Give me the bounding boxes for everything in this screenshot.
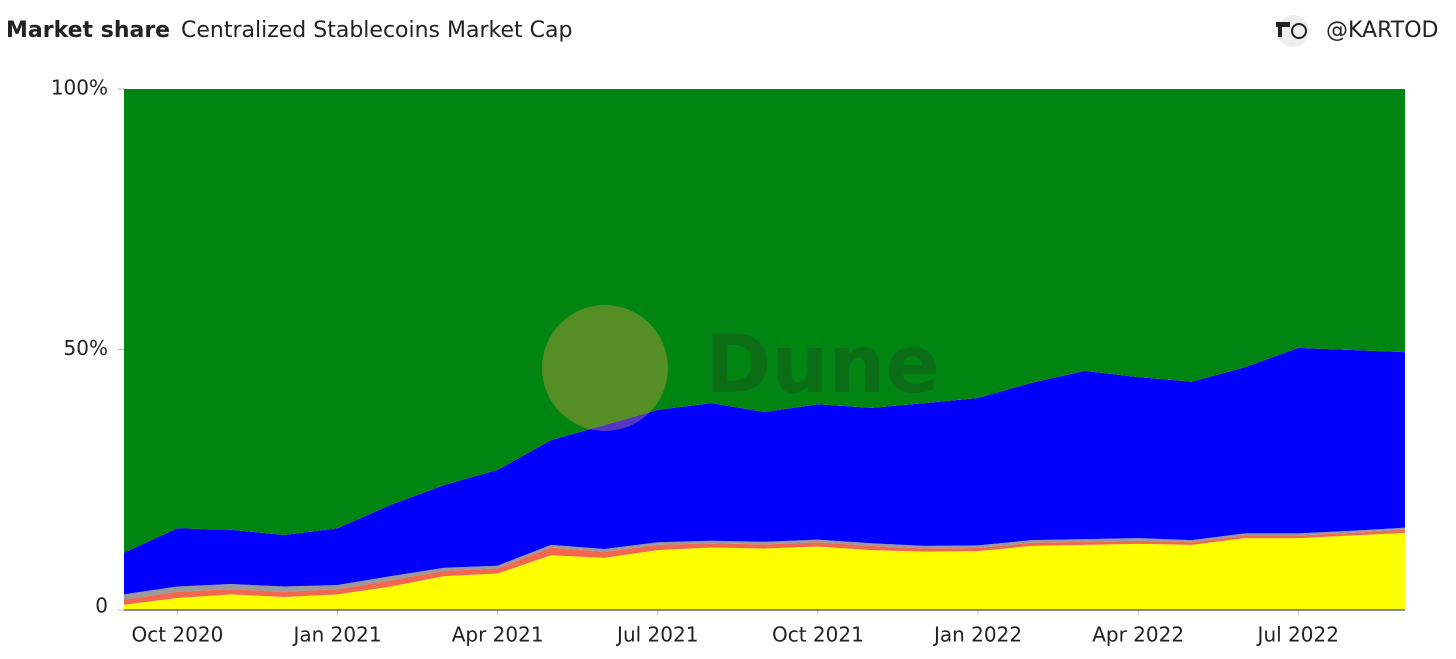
x-tick-label: Oct 2021 [772, 623, 864, 647]
area [124, 89, 1405, 553]
x-tick-label: Jul 2022 [1256, 623, 1339, 647]
avatar [1276, 15, 1309, 47]
area [124, 527, 1405, 600]
x-tick-label: Jan 2021 [291, 623, 381, 647]
title: Market share [6, 18, 170, 43]
author: @KARTOD [1326, 18, 1438, 43]
y-tick-label: 100% [51, 76, 108, 100]
subtitle: Centralized Stablecoins Market Cap [181, 18, 572, 43]
watermark: Dune [542, 305, 940, 431]
x-tick-label: Jul 2021 [615, 623, 698, 647]
y-tick-label: 0 [95, 594, 108, 618]
area [124, 532, 1405, 610]
plot-area [124, 89, 1405, 610]
y-tick-label: 50% [64, 336, 108, 360]
area [124, 347, 1405, 595]
x-tick-label: Jan 2022 [932, 623, 1022, 647]
watermark-text: Dune [705, 318, 940, 411]
x-tick-label: Apr 2022 [1092, 623, 1184, 647]
x-tick-label: Apr 2021 [452, 623, 544, 647]
area [124, 529, 1405, 605]
x-tick-label: Oct 2020 [131, 623, 223, 647]
